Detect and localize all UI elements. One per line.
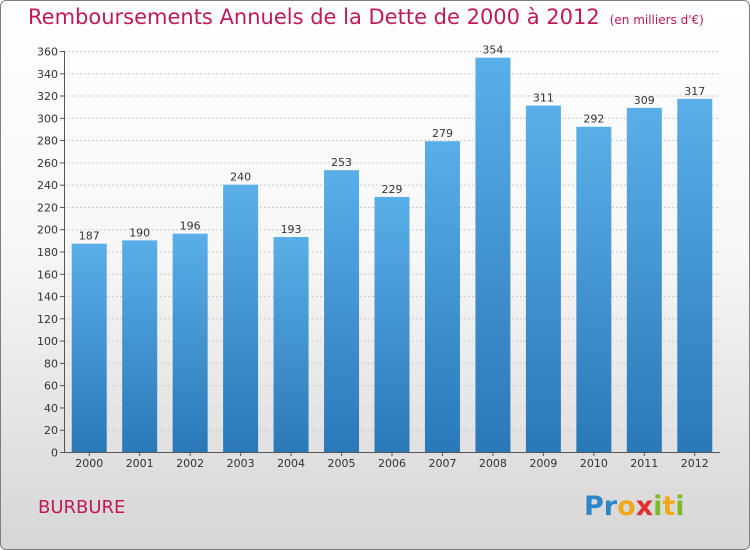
- y-tick-label: 300: [37, 112, 58, 125]
- y-tick-label: 180: [37, 246, 58, 259]
- logo-letter: P: [584, 491, 604, 522]
- bar-2009: [525, 105, 561, 452]
- data-label: 190: [129, 226, 150, 239]
- data-label: 354: [482, 44, 503, 57]
- bar-2007: [424, 141, 460, 452]
- x-tick-label: 2000: [75, 457, 103, 470]
- x-tick-label: 2001: [126, 457, 154, 470]
- city-name: BURBURE: [38, 497, 126, 518]
- y-tick-label: 40: [44, 402, 58, 415]
- y-tick-label: 360: [37, 46, 58, 59]
- bar-2003: [223, 184, 259, 452]
- logo-letter: r: [603, 491, 618, 522]
- y-tick-label: 0: [51, 447, 58, 460]
- bar-2011: [626, 107, 662, 452]
- y-tick-label: 100: [37, 335, 58, 348]
- title-text: Remboursements Annuels de la Dette de 20…: [28, 5, 600, 29]
- y-tick-label: 160: [37, 268, 58, 281]
- x-tick-label: 2004: [277, 457, 305, 470]
- x-tick-label: 2006: [378, 457, 406, 470]
- bar-2005: [324, 170, 360, 453]
- bar-2008: [475, 57, 511, 452]
- y-tick-label: 280: [37, 135, 58, 148]
- axes: 0 20 40 60 80 100 120 140 160 180 200 220 240 260 280 3…: [37, 46, 720, 470]
- data-label: 240: [230, 171, 251, 184]
- logo-letter: x: [635, 491, 654, 522]
- x-tick-label: 2011: [630, 457, 658, 470]
- data-label: 193: [281, 223, 302, 236]
- x-tick-label: 2005: [328, 457, 356, 470]
- y-tick-label: 120: [37, 313, 58, 326]
- bar-2004: [273, 237, 309, 452]
- y-tick-label: 260: [37, 157, 58, 170]
- bar-2010: [576, 126, 612, 452]
- x-tick-label: 2007: [428, 457, 456, 470]
- logo-letter: i: [653, 491, 663, 522]
- y-tick-label: 240: [37, 179, 58, 192]
- bar-2006: [374, 196, 410, 452]
- y-tick-label: 340: [37, 68, 58, 81]
- data-label: 187: [79, 230, 100, 243]
- x-tick-label: 2009: [529, 457, 557, 470]
- x-tick-label: 2010: [580, 457, 608, 470]
- data-label: 279: [432, 127, 453, 140]
- proxiti-logo: Proxiti: [584, 491, 685, 522]
- y-tick-label: 220: [37, 201, 58, 214]
- y-tick-label: 80: [44, 357, 58, 370]
- logo-letter: i: [675, 491, 685, 522]
- data-label: 229: [382, 183, 403, 196]
- y-tick-label: 140: [37, 291, 58, 304]
- unit-text: (en milliers d'€): [609, 13, 704, 27]
- y-tick-label: 20: [44, 424, 58, 437]
- data-label: 253: [331, 156, 352, 169]
- y-tick-label: 320: [37, 90, 58, 103]
- x-tick-label: 2002: [176, 457, 204, 470]
- bar-2001: [122, 240, 158, 452]
- bar-2002: [172, 233, 208, 452]
- bars: [71, 57, 713, 453]
- x-tick-label: 2003: [227, 457, 255, 470]
- bar-2000: [71, 243, 107, 452]
- data-label: 292: [583, 113, 604, 126]
- logo-letter: o: [617, 491, 636, 522]
- data-labels: 187 190 196 240 193 253 229 279 354 311 292 309 317: [79, 44, 706, 243]
- x-tick-label: 2012: [681, 457, 709, 470]
- chart-title: Remboursements Annuels de la Dette de 20…: [28, 5, 704, 29]
- y-tick-label: 200: [37, 224, 58, 237]
- data-label: 317: [684, 85, 705, 98]
- data-label: 311: [533, 92, 554, 105]
- logo-letter: t: [662, 491, 676, 522]
- y-tick-label: 60: [44, 380, 58, 393]
- bar-2012: [677, 98, 713, 453]
- data-label: 309: [634, 94, 655, 107]
- x-tick-label: 2008: [479, 457, 507, 470]
- data-label: 196: [180, 220, 201, 233]
